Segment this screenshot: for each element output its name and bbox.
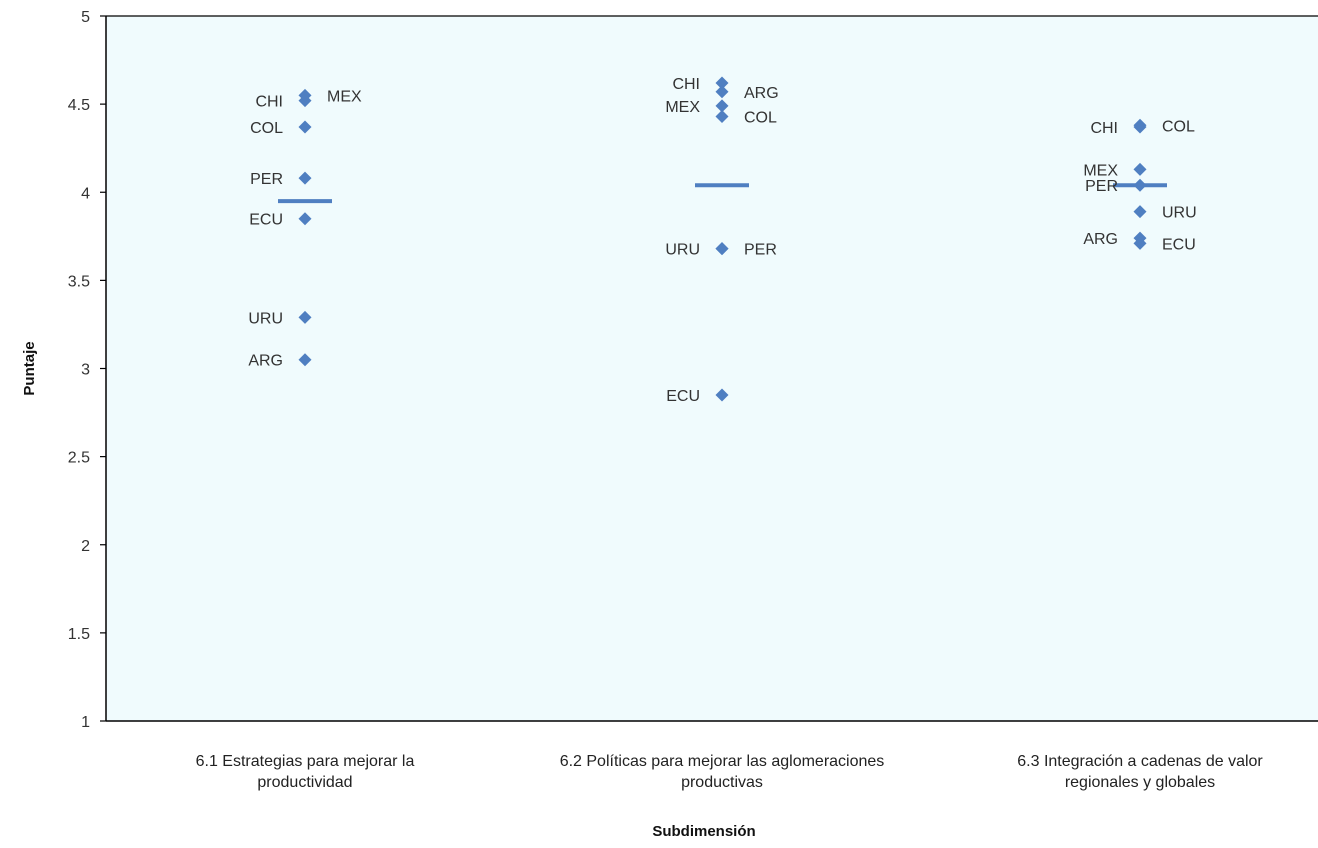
data-point-mex xyxy=(715,99,729,113)
data-label-arg: ARG xyxy=(248,353,283,370)
data-label-ecu: ECU xyxy=(666,388,700,405)
data-label-ecu: ECU xyxy=(249,212,283,229)
y-tick-label: 3 xyxy=(81,362,90,379)
data-label-mex: MEX xyxy=(665,99,700,116)
y-tick-label: 5 xyxy=(81,9,90,26)
x-category-label: 6.1 Estrategias para mejorar la xyxy=(196,753,415,770)
data-point-col xyxy=(1133,118,1147,132)
y-tick-label: 1.5 xyxy=(68,626,90,643)
data-point-mex xyxy=(298,88,312,102)
data-label-uru: URU xyxy=(665,242,700,259)
data-label-col: COL xyxy=(250,120,283,137)
data-label-col: COL xyxy=(744,109,777,126)
data-point-per xyxy=(298,171,312,185)
data-label-uru: URU xyxy=(1162,205,1197,222)
data-label-mex: MEX xyxy=(327,88,362,105)
data-point-mex xyxy=(1133,162,1147,176)
data-point-uru xyxy=(1133,205,1147,219)
data-label-ecu: ECU xyxy=(1162,236,1196,253)
x-category-label: 6.2 Políticas para mejorar las aglomerac… xyxy=(560,753,885,770)
data-point-ecu xyxy=(715,388,729,402)
data-point-per xyxy=(715,242,729,256)
data-label-per: PER xyxy=(744,242,777,259)
data-point-chi xyxy=(715,76,729,90)
data-point-uru xyxy=(298,310,312,324)
data-point-ecu xyxy=(1133,236,1147,250)
y-axis-ticks: 1 1.5 2 2.5 3 3.5 4 4.5 5 xyxy=(68,9,106,731)
x-category-label: productividad xyxy=(257,774,352,791)
data-label-uru: URU xyxy=(248,310,283,327)
x-category-label: productivas xyxy=(681,774,763,791)
data-point-col xyxy=(298,120,312,134)
plot-area xyxy=(106,16,1318,721)
data-point-ecu xyxy=(298,212,312,226)
data-label-arg: ARG xyxy=(1083,231,1118,248)
y-tick-label: 2 xyxy=(81,538,90,555)
y-tick-label: 4.5 xyxy=(68,97,90,114)
data-point-arg xyxy=(298,353,312,367)
data-label-mex: MEX xyxy=(1083,162,1118,179)
x-axis-title: Subdimensión xyxy=(652,823,755,840)
data-label-chi: CHI xyxy=(672,76,700,93)
y-axis-title: Puntaje xyxy=(21,341,38,395)
data-point-col xyxy=(715,109,729,123)
data-label-per: PER xyxy=(250,171,283,188)
data-label-col: COL xyxy=(1162,118,1195,135)
y-tick-label: 3.5 xyxy=(68,273,90,290)
data-marks: CHI MEX COL PER ECU URU ARG CHI ARG MEX COL URU PER E… xyxy=(106,15,1318,405)
x-category-label: 6.3 Integración a cadenas de valor xyxy=(1017,753,1263,770)
x-category-label: regionales y globales xyxy=(1065,774,1215,791)
data-point-per xyxy=(1133,178,1147,192)
data-label-chi: CHI xyxy=(1090,120,1118,137)
data-point-arg xyxy=(715,85,729,99)
y-tick-label: 2.5 xyxy=(68,450,90,467)
y-tick-label: 4 xyxy=(81,185,90,202)
data-label-arg: ARG xyxy=(744,85,779,102)
data-label-per: PER xyxy=(1085,178,1118,195)
data-label-chi: CHI xyxy=(255,94,283,111)
y-tick-label: 1 xyxy=(81,714,90,731)
x-axis-category-labels: 6.1 Estrategias para mejorar la productiv… xyxy=(196,753,1264,791)
